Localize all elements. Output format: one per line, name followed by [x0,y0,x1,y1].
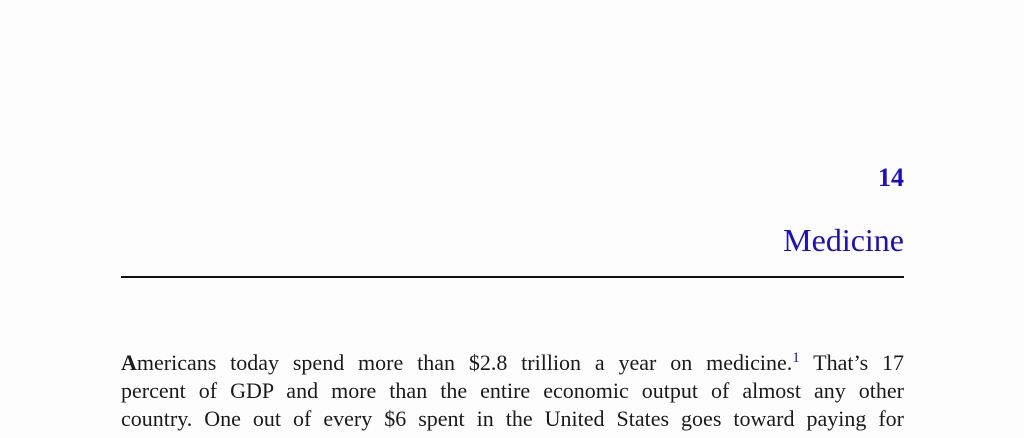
body-paragraph: Americans today spend more than $2.8 tri… [121,349,904,433]
paragraph-line-1: Americans today spend more than $2.8 tri… [121,349,904,377]
chapter-number: 14 [878,163,904,192]
paragraph-line-2: percent of GDP and more than the entire … [121,378,904,403]
paragraph-line-3: country. One out of every $6 spent in th… [121,406,904,431]
footnote-reference[interactable]: 1 [792,350,800,366]
chapter-divider [121,276,904,278]
line-1-tail: That’s 17 [799,350,905,375]
lead-letter: A [121,350,137,375]
chapter-title: Medicine [783,222,904,258]
line-1-text: mericans today spend more than $2.8 tril… [136,350,793,375]
